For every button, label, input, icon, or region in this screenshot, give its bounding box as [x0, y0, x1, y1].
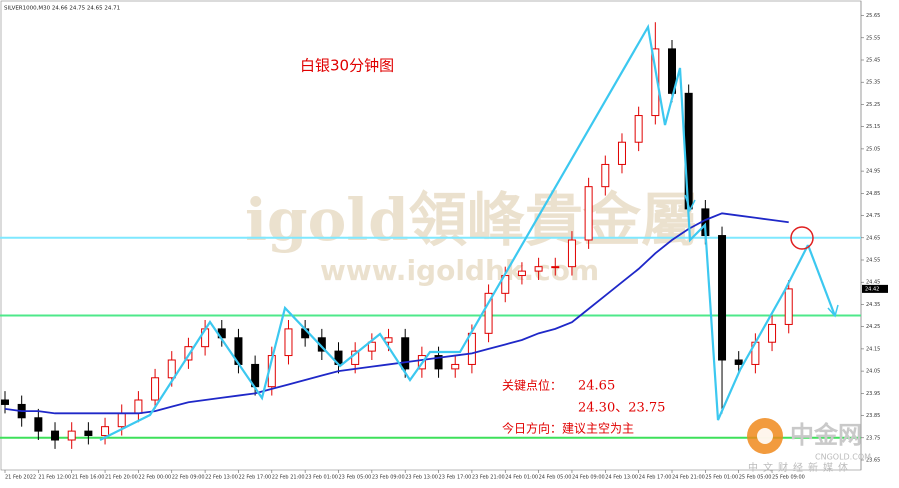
- x-tick-label: 24 Feb 17:00: [639, 475, 672, 481]
- logo-icon-inner: [757, 428, 773, 444]
- candle-body: [101, 426, 110, 437]
- candle-body: [117, 412, 126, 428]
- x-tick-label: 21 Feb 12:00: [38, 475, 71, 481]
- watermark: igold領峰貴金屬: [245, 186, 699, 254]
- candle-body: [567, 239, 576, 268]
- logo: 中金网 CNGOLD.COM 中文财经新媒体: [747, 418, 871, 474]
- candle-body: [51, 430, 60, 441]
- candle-body: [84, 430, 93, 437]
- y-tick-label: 25.45: [866, 58, 880, 64]
- x-tick-label: 24 Feb 21:00: [672, 475, 705, 481]
- x-tick-label: 22 Feb 21:00: [272, 475, 305, 481]
- candle-body: [184, 346, 193, 361]
- x-tick-label: 22 Feb 13:00: [205, 475, 238, 481]
- y-tick-label: 25.65: [866, 13, 880, 19]
- y-tick-label: 24.65: [866, 235, 880, 241]
- candle-body: [551, 266, 560, 269]
- note: 24.65: [578, 379, 615, 394]
- y-tick-label: 25.25: [866, 102, 880, 108]
- last-price-label: 24.42: [865, 286, 879, 292]
- candle-body: [768, 323, 777, 343]
- candle-body: [284, 328, 293, 357]
- candle-body: [584, 186, 593, 241]
- y-tick-label: 24.15: [866, 346, 880, 352]
- x-tick-label: 22 Feb 17:00: [238, 475, 271, 481]
- moving-average: [4, 212, 789, 415]
- candle-body: [34, 417, 43, 432]
- x-tick-label: 22 Feb 00:00: [138, 475, 171, 481]
- candle-body: [367, 341, 376, 352]
- y-tick-label: 24.05: [866, 369, 880, 375]
- candle-body: [434, 355, 443, 370]
- x-tick-label: 25 Feb 01:00: [705, 475, 738, 481]
- candle-body: [634, 115, 643, 143]
- note: 关键点位：: [502, 378, 562, 393]
- x-tick-label: 21 Feb 20:00: [105, 475, 138, 481]
- logo-name: 中金网: [790, 421, 862, 449]
- y-tick-label: 24.95: [866, 169, 880, 175]
- candle-body: [401, 337, 410, 370]
- candle-body: [617, 141, 626, 165]
- symbol-line: SILVER1000,M30 24.66 24.75 24.65 24.71: [4, 6, 120, 12]
- logo-slogan: 中文财经新媒体: [748, 461, 853, 474]
- logo-site: CNGOLD.COM: [815, 453, 871, 462]
- y-tick-label: 24.45: [866, 280, 880, 286]
- y-tick-label: 24.75: [866, 213, 880, 219]
- x-tick-label: 23 Feb 09:00: [372, 475, 405, 481]
- note: 24.30、23.75: [578, 401, 665, 416]
- y-tick-label: 24.25: [866, 324, 880, 330]
- candle-body: [134, 399, 143, 414]
- y-tick-label: 25.05: [866, 146, 880, 152]
- candle-body: [1, 399, 9, 405]
- y-tick-label: 24.55: [866, 258, 880, 264]
- x-tick-label: 23 Feb 01:00: [305, 475, 338, 481]
- candle-body: [151, 377, 160, 401]
- x-tick-label: 21 Feb 2022: [5, 475, 36, 481]
- candle-body: [484, 292, 493, 334]
- x-tick-label: 24 Feb 09:00: [572, 475, 605, 481]
- y-tick-label: 25.55: [866, 35, 880, 41]
- y-tick-label: 25.35: [866, 80, 880, 86]
- candle-body: [534, 266, 543, 272]
- y-tick-label: 24.85: [866, 191, 880, 197]
- candle-body: [167, 359, 176, 379]
- candle-body: [784, 288, 793, 325]
- candle-body: [67, 430, 76, 441]
- x-tick-label: 24 Feb 13:00: [605, 475, 638, 481]
- chart-title: 白银30分钟图: [300, 57, 394, 75]
- x-tick-label: 24 Feb 05:00: [539, 475, 572, 481]
- note: 今日方向：建议主空为主: [502, 421, 634, 436]
- x-tick-label: 24 Feb 01:00: [505, 475, 538, 481]
- candle-body: [467, 332, 476, 365]
- trend-lines: [99, 23, 839, 441]
- last-price-box: [862, 284, 888, 293]
- y-tick-label: 23.95: [866, 391, 880, 397]
- watermark-url: www.igoldhk.com: [320, 254, 599, 287]
- candle-body: [601, 163, 610, 188]
- y-tick-label: 24.35: [866, 302, 880, 308]
- x-tick-label: 23 Feb 05:00: [339, 475, 372, 481]
- candle-body: [734, 359, 743, 365]
- candle-body: [651, 48, 660, 117]
- candle-body: [517, 270, 526, 277]
- y-tick-label: 23.65: [866, 458, 880, 464]
- candle-body: [668, 48, 676, 94]
- x-tick-label: 23 Feb 21:00: [472, 475, 505, 481]
- y-tick-label: 23.75: [866, 435, 880, 441]
- candle-body: [718, 235, 727, 361]
- y-tick-label: 25.15: [866, 124, 880, 130]
- candle-body: [451, 363, 460, 370]
- x-tick-label: 22 Feb 09:00: [172, 475, 205, 481]
- x-tick-label: 23 Feb 13:00: [405, 475, 438, 481]
- x-tick-label: 23 Feb 17:00: [439, 475, 472, 481]
- x-tick-label: 25 Feb 09:00: [772, 475, 805, 481]
- highlight-circle: [790, 226, 814, 250]
- y-tick-label: 23.85: [866, 413, 880, 419]
- x-tick-label: 25 Feb 05:00: [739, 475, 772, 481]
- x-tick-label: 21 Feb 16:00: [72, 475, 105, 481]
